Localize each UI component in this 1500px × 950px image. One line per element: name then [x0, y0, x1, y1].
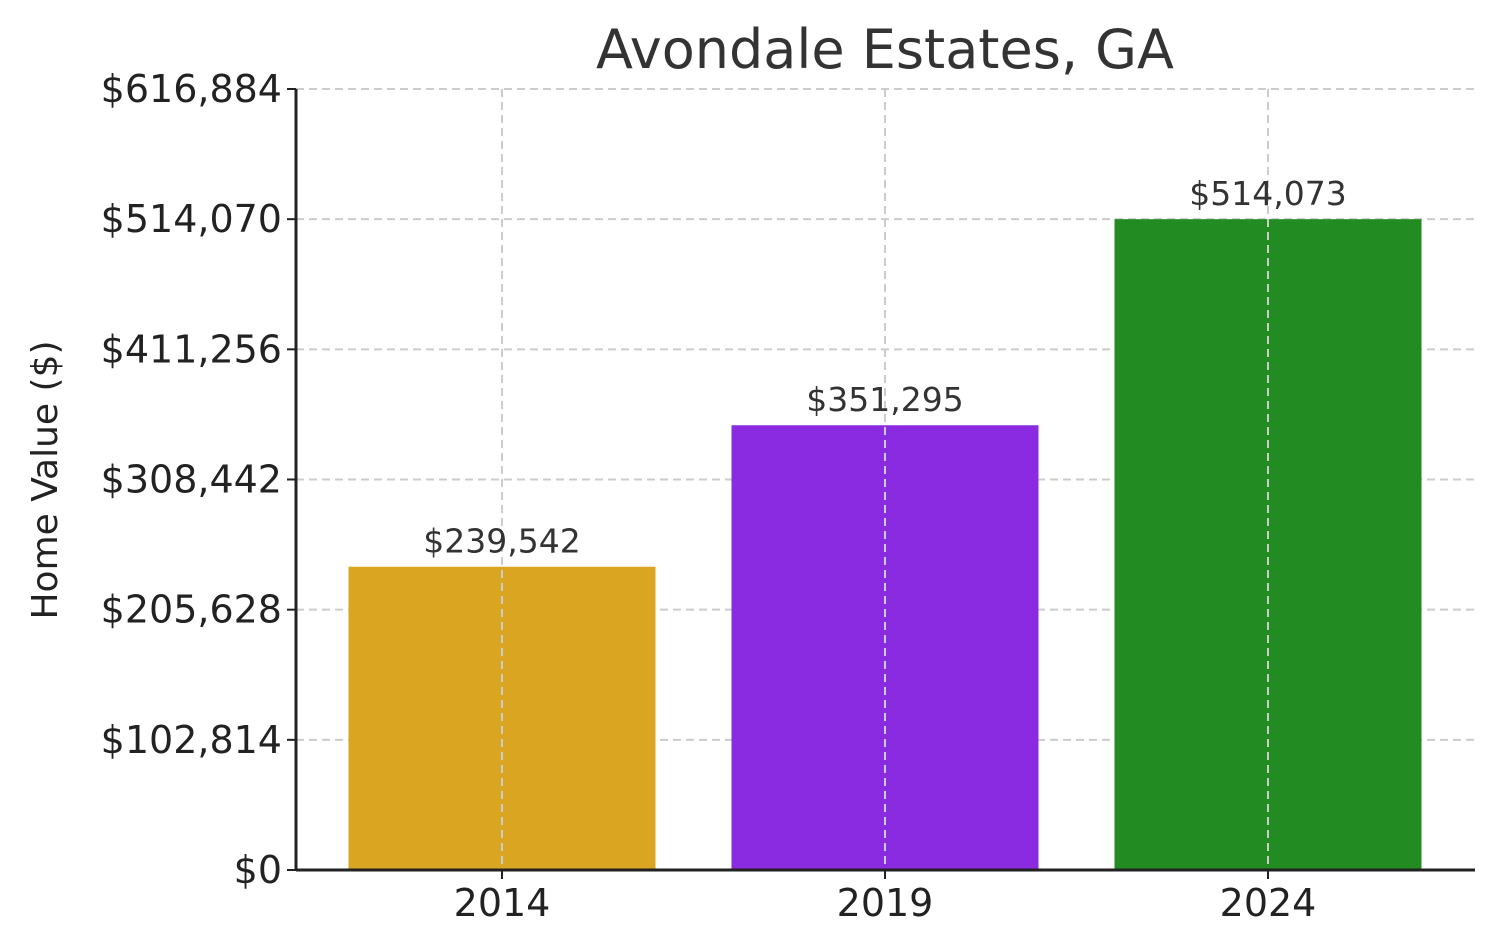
x-tick-label-2014: 2014 [454, 881, 551, 925]
y-tick-label: $205,628 [101, 588, 282, 632]
y-tick-label: $514,070 [101, 197, 282, 241]
bar-2019 [731, 425, 1039, 870]
value-label-2019: $351,295 [806, 380, 963, 419]
y-tick-label: $102,814 [101, 718, 282, 762]
ticks: $0 $102,814 $205,628 $308,442 $411,256 $514,0… [101, 67, 1317, 925]
x-tick-label-2019: 2019 [837, 881, 934, 925]
y-tick-label: $411,256 [101, 327, 282, 371]
chart-title: Avondale Estates, GA [596, 18, 1174, 81]
value-label-2024: $514,073 [1189, 174, 1346, 213]
x-tick-label-2024: 2024 [1220, 881, 1317, 925]
y-tick-label: $0 [234, 848, 282, 892]
value-labels: $239,542 $351,295 $514,073 [423, 89, 1347, 870]
y-axis-label: Home Value ($) [25, 340, 66, 619]
y-tick-label: $308,442 [101, 458, 282, 502]
value-label-2014: $239,542 [423, 522, 580, 561]
y-tick-label: $616,884 [101, 67, 282, 111]
